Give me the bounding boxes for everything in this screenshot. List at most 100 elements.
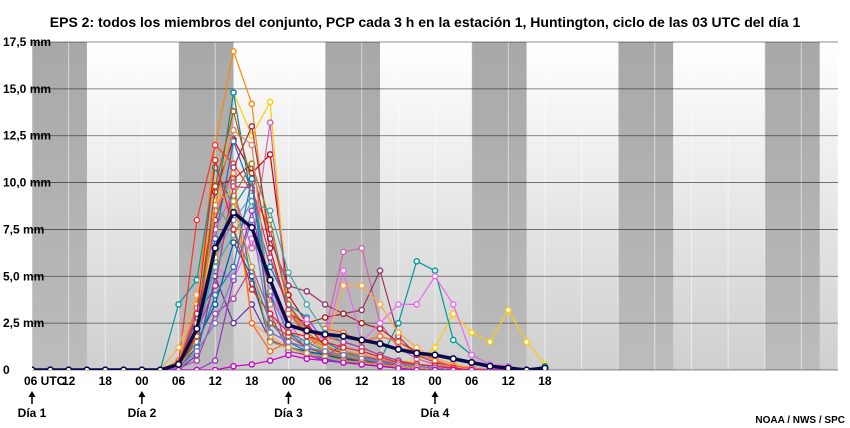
series-point — [11, 367, 16, 372]
series-point — [248, 319, 256, 327]
series-point — [303, 355, 311, 363]
series-point — [11, 367, 16, 372]
series-point — [431, 344, 439, 351]
series-point — [285, 329, 292, 336]
day-arrow-head — [284, 391, 292, 397]
series-point — [230, 362, 237, 370]
mean-point — [321, 330, 329, 338]
series-point — [285, 351, 292, 359]
series-point — [303, 338, 311, 346]
series-point — [266, 98, 274, 106]
series-point — [266, 338, 274, 346]
x-tick-label: 00 — [428, 374, 442, 388]
series-point — [11, 367, 16, 372]
series-point — [468, 351, 475, 359]
series-point — [321, 338, 329, 346]
series-point — [321, 301, 329, 308]
series-point — [11, 367, 16, 372]
series-point — [230, 108, 237, 115]
series-point — [175, 301, 182, 308]
series-point — [376, 301, 384, 308]
mean-point — [376, 340, 384, 348]
mean-point — [101, 366, 109, 370]
series-point — [211, 183, 219, 190]
series-point — [340, 351, 347, 359]
series-point — [468, 366, 475, 370]
series-point — [230, 272, 237, 280]
series-line — [32, 92, 546, 370]
x-tick-label: 12 — [502, 374, 516, 388]
series-point — [175, 366, 182, 370]
series-point — [11, 367, 16, 372]
mean-point — [119, 366, 128, 370]
mean-point — [46, 366, 54, 370]
mean-point — [174, 360, 183, 368]
series-point — [303, 287, 311, 295]
series-point — [193, 357, 201, 364]
series-point — [11, 367, 16, 372]
series-point — [11, 367, 16, 372]
series-point — [450, 310, 457, 318]
series-line — [32, 185, 545, 370]
series-point — [211, 366, 219, 370]
y-tick-label: 12,5 mm — [3, 129, 51, 143]
mean-point — [449, 355, 457, 363]
series-point — [211, 301, 219, 308]
series-point — [230, 226, 237, 233]
y-tick-label: 2,5 mm — [3, 316, 44, 330]
series-point — [193, 216, 201, 224]
day-label: Día 3 — [274, 406, 303, 420]
series-point — [523, 338, 530, 346]
series-point — [230, 198, 237, 205]
y-tick-label: 0 — [3, 363, 10, 377]
series-point — [211, 291, 219, 299]
x-tick-label: 00 — [135, 374, 149, 388]
series-point — [376, 332, 384, 340]
series-point — [376, 319, 384, 327]
series-point — [11, 367, 16, 372]
series-point — [285, 282, 292, 289]
series-point — [266, 357, 274, 364]
series-point — [11, 367, 16, 372]
series-point — [395, 364, 402, 370]
series-point — [340, 344, 347, 351]
series-point — [431, 272, 439, 280]
series-point — [230, 263, 237, 271]
series-point — [340, 310, 347, 318]
mean-point — [504, 364, 512, 370]
series-point — [248, 175, 256, 183]
x-tick-label: 06 — [318, 374, 332, 388]
series-point — [303, 332, 311, 340]
series-line — [32, 219, 545, 370]
series-point — [248, 207, 256, 214]
mean-point — [486, 362, 494, 370]
x-tick-label: 18 — [392, 374, 406, 388]
mean-point — [229, 208, 238, 217]
day-label: Día 2 — [128, 406, 157, 420]
series-point — [321, 314, 329, 321]
series-point — [11, 367, 16, 372]
mean-point — [431, 351, 439, 359]
series-point — [376, 325, 384, 333]
x-tick-label: 18 — [245, 374, 259, 388]
series-point — [303, 344, 311, 351]
day-arrow-head — [138, 391, 146, 397]
series-point — [340, 282, 347, 289]
series-point — [248, 244, 256, 252]
series-point — [340, 338, 347, 346]
series-point — [248, 361, 256, 368]
series-point — [11, 367, 16, 372]
series-point — [230, 89, 237, 96]
y-tick-label: 7,5 mm — [3, 222, 44, 236]
series-point — [358, 319, 366, 327]
series-point — [468, 329, 475, 336]
series-point — [376, 353, 384, 361]
series-point — [358, 361, 366, 368]
series-point — [11, 367, 16, 372]
series-point — [321, 357, 329, 364]
series-point — [413, 366, 420, 370]
series-point — [358, 306, 366, 314]
mean-point — [138, 366, 146, 370]
series-point — [175, 344, 182, 351]
